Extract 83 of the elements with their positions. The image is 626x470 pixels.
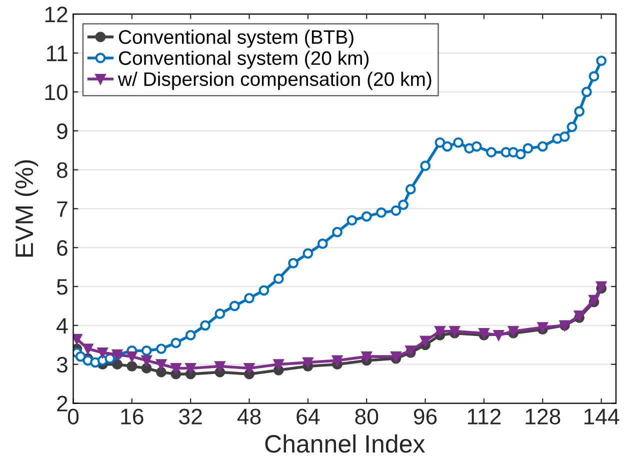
point [420,160,430,172]
point [486,147,497,158]
y-tick-label: 11 [47,46,68,62]
point [170,338,182,348]
point [302,248,314,259]
point [156,344,166,354]
point [156,366,166,378]
y-tick-label: 5 [56,279,68,295]
y-tick-label: 7 [57,201,68,217]
point [244,363,254,374]
x-tick-label: 96 [414,408,437,424]
point [515,148,526,160]
x-tick-label: 144 [584,408,620,424]
point [566,122,578,132]
point [97,347,108,358]
point [185,330,196,340]
point [471,141,482,152]
y-axis-title: EVM (%) [14,160,38,257]
x-tick-label: 48 [237,408,261,424]
y-tick-label: 6 [57,240,68,256]
y-tick-label: 12 [45,6,68,22]
point [361,211,372,222]
point [73,334,82,344]
point [214,308,226,319]
x-axis-title: Channel Index [265,434,425,453]
point [398,200,408,210]
point [82,344,94,354]
point [332,355,342,366]
point [559,131,570,142]
point [376,207,386,218]
point [346,215,358,226]
point [332,226,342,238]
point [361,351,372,362]
point [141,355,152,366]
point [493,330,504,340]
point [185,363,196,374]
point [442,141,453,152]
x-tick-label: 80 [355,408,378,424]
point [214,361,226,372]
point [141,346,152,356]
point [453,137,464,148]
point [390,205,402,216]
point [537,141,548,152]
x-tick-label: 112 [468,408,501,424]
y-tick-label: 3 [56,356,68,373]
point [302,357,314,368]
point [434,326,446,336]
x-tick-label: 128 [526,408,560,424]
point [273,359,284,370]
legend-label: Conventional system (BTB) [118,30,354,48]
point [229,300,240,312]
point [317,238,328,249]
point [574,106,585,117]
point [126,361,138,372]
point [522,143,534,154]
point [420,336,430,346]
point [156,359,166,370]
y-tick-label: 2 [57,396,68,412]
point [170,363,182,374]
point [434,137,446,148]
y-tick-label: 10 [45,84,68,100]
point [405,184,416,194]
x-tick-label: 0 [68,408,79,424]
point [288,258,298,268]
y-tick-label: 9 [57,123,68,140]
point [141,363,152,374]
point [273,274,284,284]
y-tick-label: 4 [56,318,68,334]
point [126,351,138,362]
x-tick-label: 32 [179,408,202,424]
point [258,285,270,296]
point [112,359,122,370]
point [75,351,86,362]
point [596,56,607,66]
x-tick-label: 64 [296,408,320,424]
legend-label: w/ Dispersion compensation (20 km) [118,72,432,90]
y-tick-label: 8 [56,162,68,178]
x-tick-label: 16 [121,408,144,424]
point [244,292,254,304]
legend-label: Conventional system (20 km) [118,50,369,69]
point [581,86,592,98]
point [588,71,600,82]
point [200,320,210,331]
